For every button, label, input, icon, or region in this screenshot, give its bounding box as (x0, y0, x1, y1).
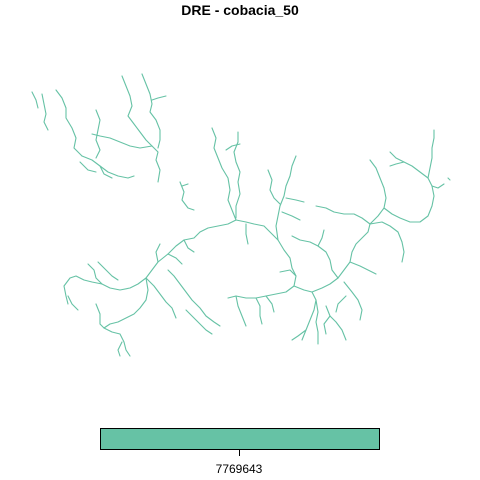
stream-segment (291, 329, 307, 341)
stream-segment (335, 295, 347, 313)
stream-segment (315, 299, 319, 345)
legend-value-label: 7769643 (215, 462, 263, 476)
legend-tick (239, 449, 240, 456)
stream-segment (63, 285, 69, 305)
stream-segment (447, 177, 451, 181)
stream-segment (183, 239, 195, 253)
stream-segment (389, 161, 405, 167)
stream-segment (121, 75, 153, 147)
stream-segment (95, 109, 101, 159)
stream-segment (185, 309, 213, 335)
stream-segment (235, 219, 279, 241)
stream-segment (103, 277, 149, 329)
stream-segment (97, 261, 119, 281)
stream-segment (87, 263, 103, 285)
stream-segment (389, 151, 429, 179)
stream-segment (95, 303, 131, 357)
stream-segment (141, 73, 161, 149)
stream-segment (431, 183, 445, 189)
stream-segment (179, 181, 195, 211)
stream-segment (167, 253, 183, 265)
stream-lines (31, 73, 451, 357)
stream-segment (383, 177, 435, 223)
stream-segment (281, 211, 301, 221)
stream-segment (227, 285, 295, 299)
stream-segment (315, 205, 371, 225)
stream-segment (151, 145, 161, 183)
stream-segment (369, 221, 405, 263)
stream-segment (279, 269, 297, 277)
stream-segment (81, 155, 135, 179)
stream-segment (349, 261, 377, 275)
stream-segment (41, 93, 49, 131)
stream-segment (151, 95, 167, 101)
stream-segment (79, 161, 97, 173)
stream-segment (255, 297, 263, 325)
stream-segment (211, 127, 237, 221)
stream-segment (181, 183, 189, 187)
stream-segment (145, 277, 177, 319)
legend-colorbar (100, 428, 380, 450)
stream-segment (91, 133, 153, 149)
stream-segment (265, 295, 275, 313)
stream-segment (155, 243, 161, 263)
stream-segment (311, 277, 339, 293)
stream-segment (325, 305, 347, 341)
map-title: DRE - cobacia_50 (181, 2, 299, 18)
stream-segment (291, 235, 339, 279)
stream-segment (225, 143, 241, 151)
stream-segment (369, 159, 387, 225)
stream-segment (343, 281, 363, 321)
stream-segment (337, 223, 371, 279)
stream-segment (267, 169, 281, 205)
stream-segment (31, 91, 39, 109)
stream-segment (245, 223, 249, 245)
stream-segment (277, 239, 297, 287)
stream-segment (67, 295, 79, 311)
stream-segment (117, 341, 123, 357)
stream-segment (63, 275, 103, 287)
stream-segment (317, 229, 325, 247)
stream-segment (235, 295, 247, 327)
stream-segment (323, 315, 331, 335)
stream-segment (275, 155, 297, 241)
stream-segment (285, 197, 305, 203)
stream-segment (293, 285, 317, 341)
stream-segment (55, 89, 83, 157)
stream-segment (167, 269, 221, 327)
stream-segment (427, 129, 435, 179)
stream-segment (99, 165, 113, 179)
